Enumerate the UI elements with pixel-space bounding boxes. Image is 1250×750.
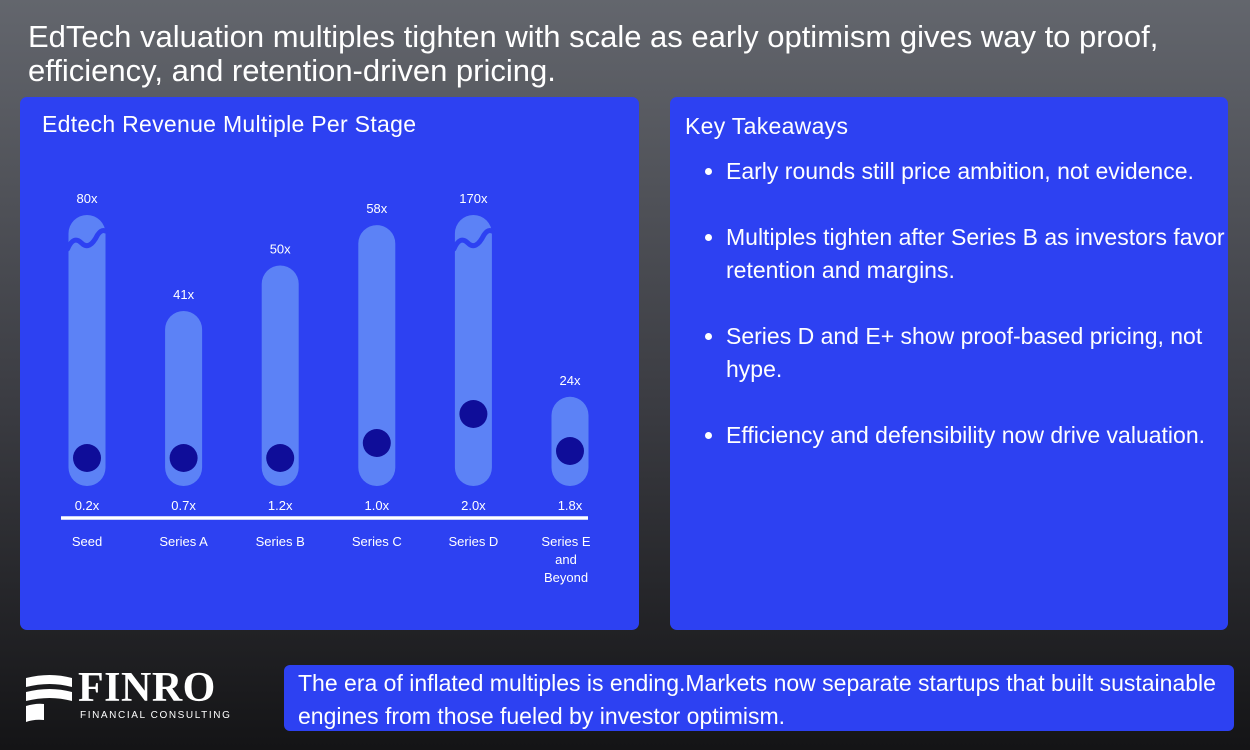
headline: EdTech valuation multiples tighten with … (28, 19, 1159, 88)
low-value-label: 0.2x (75, 498, 100, 513)
axis-break-mark (451, 228, 495, 252)
low-value-label: 1.0x (365, 498, 390, 513)
low-value-label: 2.0x (461, 498, 486, 513)
takeaways-panel: Key Takeaways Early rounds still price a… (670, 97, 1228, 630)
chart-title: Edtech Revenue Multiple Per Stage (42, 111, 417, 137)
low-value-marker (73, 444, 101, 472)
high-value-label: 58x (366, 201, 387, 216)
brand-subtitle: FINANCIAL CONSULTING (80, 710, 232, 721)
range-bar (68, 215, 106, 486)
category-label: Series A (159, 534, 208, 549)
takeaway-item: Series D and E+ show proof-based pricing… (726, 320, 1246, 386)
takeaways-title: Key Takeaways (685, 113, 849, 139)
category-label: and (555, 552, 577, 567)
chart-panel: 80x 0.2x Seed 41x 0.7x Series A 50x 1.2x Series … (20, 97, 639, 630)
category-label: Seed (72, 534, 102, 549)
callout-box: The era of inflated multiples is ending.… (284, 665, 1234, 731)
high-value-label: 41x (173, 287, 194, 302)
takeaway-item: Multiples tighten after Series B as inve… (726, 221, 1246, 287)
category-label: Beyond (544, 570, 588, 585)
low-value-label: 1.8x (558, 498, 583, 513)
brand-name: FINRO (78, 665, 216, 711)
takeaways-list: Early rounds still price ambition, not e… (700, 155, 1246, 485)
low-value-marker (459, 400, 488, 428)
low-value-marker (266, 444, 295, 472)
high-value-label: 24x (560, 373, 581, 388)
high-value-label: 170x (459, 191, 488, 206)
category-label: Series B (256, 534, 305, 549)
category-label: Series D (448, 534, 498, 549)
range-bar (454, 215, 492, 486)
range-bar (261, 265, 299, 486)
chart-canvas: 80x 0.2x Seed 41x 0.7x Series A 50x 1.2x Series … (61, 191, 591, 585)
axis-break-mark (65, 228, 108, 252)
low-value-marker (169, 444, 198, 472)
low-value-marker (362, 429, 391, 457)
takeaway-item: Early rounds still price ambition, not e… (726, 155, 1246, 188)
high-value-label: 50x (270, 242, 291, 257)
finro-logo: FINRO FINANCIAL CONSULTING (20, 665, 240, 728)
range-bar (358, 225, 396, 486)
low-value-marker (556, 437, 584, 465)
low-value-label: 1.2x (268, 498, 293, 513)
category-label: Series E (541, 534, 590, 549)
low-value-label: 0.7x (171, 498, 196, 513)
takeaway-item: Efficiency and defensibility now drive v… (726, 419, 1246, 452)
category-label: Series C (352, 534, 402, 549)
range-bar (165, 310, 203, 486)
finro-logo-mark-icon (26, 675, 72, 722)
high-value-label: 80x (77, 191, 98, 206)
